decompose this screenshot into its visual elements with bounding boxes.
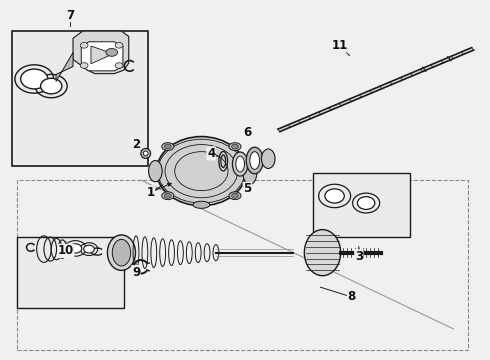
Text: 3: 3 [355, 250, 363, 263]
Ellipse shape [229, 143, 241, 150]
Text: 9: 9 [132, 266, 140, 279]
Ellipse shape [325, 189, 344, 203]
Text: 1: 1 [147, 186, 155, 199]
Polygon shape [56, 53, 73, 81]
Ellipse shape [193, 201, 210, 208]
Ellipse shape [143, 151, 148, 156]
Ellipse shape [162, 192, 174, 199]
Bar [313, 173, 410, 237]
Ellipse shape [250, 152, 260, 169]
Ellipse shape [41, 78, 62, 94]
Polygon shape [81, 42, 123, 71]
Ellipse shape [262, 149, 275, 168]
Ellipse shape [107, 235, 136, 270]
Ellipse shape [236, 156, 245, 172]
Circle shape [80, 42, 88, 48]
Bar [12, 31, 148, 166]
Circle shape [115, 42, 123, 48]
Ellipse shape [69, 244, 82, 253]
Ellipse shape [157, 136, 246, 206]
Ellipse shape [243, 158, 257, 184]
Circle shape [232, 193, 238, 198]
Text: 8: 8 [347, 291, 356, 303]
Circle shape [165, 193, 171, 198]
Circle shape [115, 63, 123, 68]
Ellipse shape [229, 192, 241, 199]
Ellipse shape [232, 152, 248, 176]
Ellipse shape [304, 230, 341, 276]
Ellipse shape [246, 147, 263, 174]
Ellipse shape [21, 69, 48, 89]
Ellipse shape [357, 197, 375, 210]
Circle shape [232, 144, 238, 149]
Circle shape [165, 144, 171, 149]
Bar [17, 237, 124, 307]
Text: 5: 5 [244, 183, 251, 195]
Text: 6: 6 [244, 126, 251, 139]
Bar [17, 180, 468, 350]
Text: 10: 10 [58, 244, 74, 257]
Ellipse shape [112, 239, 131, 266]
Text: 2: 2 [132, 138, 140, 151]
Circle shape [80, 63, 88, 68]
Ellipse shape [84, 245, 95, 253]
Text: 11: 11 [331, 39, 347, 52]
Ellipse shape [148, 161, 162, 182]
Ellipse shape [162, 143, 174, 150]
Polygon shape [73, 31, 129, 74]
Text: 4: 4 [207, 147, 215, 160]
Ellipse shape [141, 148, 150, 158]
Polygon shape [91, 46, 113, 64]
Ellipse shape [106, 49, 118, 56]
Text: 7: 7 [67, 9, 74, 22]
